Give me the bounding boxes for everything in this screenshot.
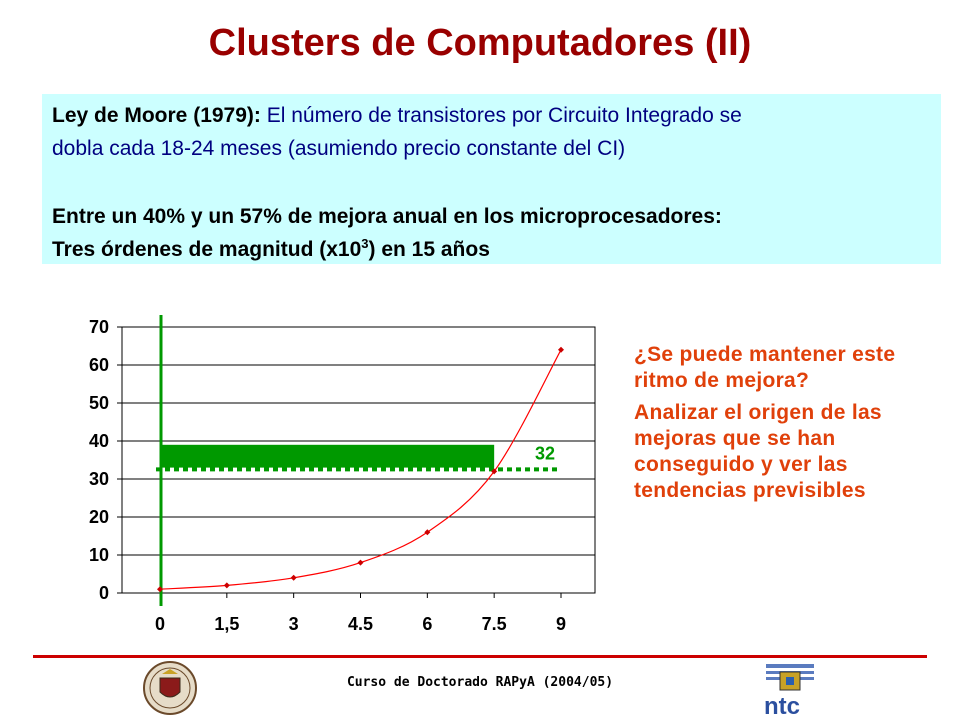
moore-law-label: Ley de Moore (1979):: [52, 104, 261, 127]
data-point: [290, 574, 297, 581]
y-tick-label: 40: [89, 431, 109, 451]
y-tick-label: 70: [89, 317, 109, 337]
moore-law-text-1: El número de transistores por Circuito I…: [260, 104, 742, 127]
y-tick-label: 10: [89, 545, 109, 565]
x-tick-label: 9: [556, 614, 566, 634]
x-tick-label: 0: [155, 614, 165, 634]
footer-text: Curso de Doctorado RAPyA (2004/05): [346, 675, 614, 690]
moore-chart: 0 10 20 30 40 50 60 70 0 1,5 3 4.5 6 7.5 9 32: [89, 315, 596, 634]
x-tick-label: 6: [422, 614, 432, 634]
logo-text: ntc: [764, 693, 800, 718]
chart-series: [157, 346, 564, 593]
y-tick-label: 30: [89, 469, 109, 489]
data-point: [558, 346, 564, 353]
y-tick-label: 50: [89, 393, 109, 413]
y-tick-label: 0: [99, 583, 109, 603]
university-seal-icon: [143, 661, 197, 715]
y-tick-label: 20: [89, 507, 109, 527]
annotation-32: 32: [535, 443, 555, 463]
chart-highlight: [156, 315, 557, 606]
moore-law-line-2: dobla cada 18-24 meses (asumiendo precio…: [52, 137, 626, 160]
data-point: [223, 582, 230, 589]
x-tick-label: 4.5: [348, 614, 373, 634]
chart-x-ticks: 0 1,5 3 4.5 6 7.5 9: [155, 614, 566, 634]
orders-line: Tres órdenes de magnitud (x103) en 15 añ…: [52, 236, 490, 262]
data-point: [424, 529, 431, 536]
slide-title: Clusters de Computadores (II): [208, 22, 752, 64]
improvement-line: Entre un 40% y un 57% de mejora anual en…: [52, 205, 722, 228]
highlight-bar: [160, 444, 495, 468]
orders-exponent: 3: [361, 236, 369, 251]
ntc-logo-icon: ntc: [764, 664, 814, 718]
question-text: ¿Se puede mantener este ritmo de mejora?: [634, 343, 896, 392]
moore-law-box: [42, 94, 941, 264]
y-tick-label: 60: [89, 355, 109, 375]
x-tick-label: 7.5: [482, 614, 507, 634]
chart-grid: [117, 326, 596, 598]
data-point: [357, 559, 364, 566]
orders-suffix: ) en 15 años: [368, 238, 490, 261]
side-text: ¿Se puede mantener este ritmo de mejora?…: [634, 342, 924, 510]
chart-y-ticks: 0 10 20 30 40 50 60 70: [89, 317, 109, 603]
data-point: [157, 586, 163, 593]
x-tick-label: 3: [289, 614, 299, 634]
footer-rule: [33, 655, 927, 658]
moore-law-line-1: Ley de Moore (1979): El número de transi…: [52, 104, 742, 128]
analysis-text: Analizar el origen de las mejoras que se…: [634, 401, 882, 502]
x-tick-label: 1,5: [214, 614, 239, 634]
data-point: [491, 468, 498, 475]
orders-prefix: Tres órdenes de magnitud (x10: [52, 238, 362, 261]
